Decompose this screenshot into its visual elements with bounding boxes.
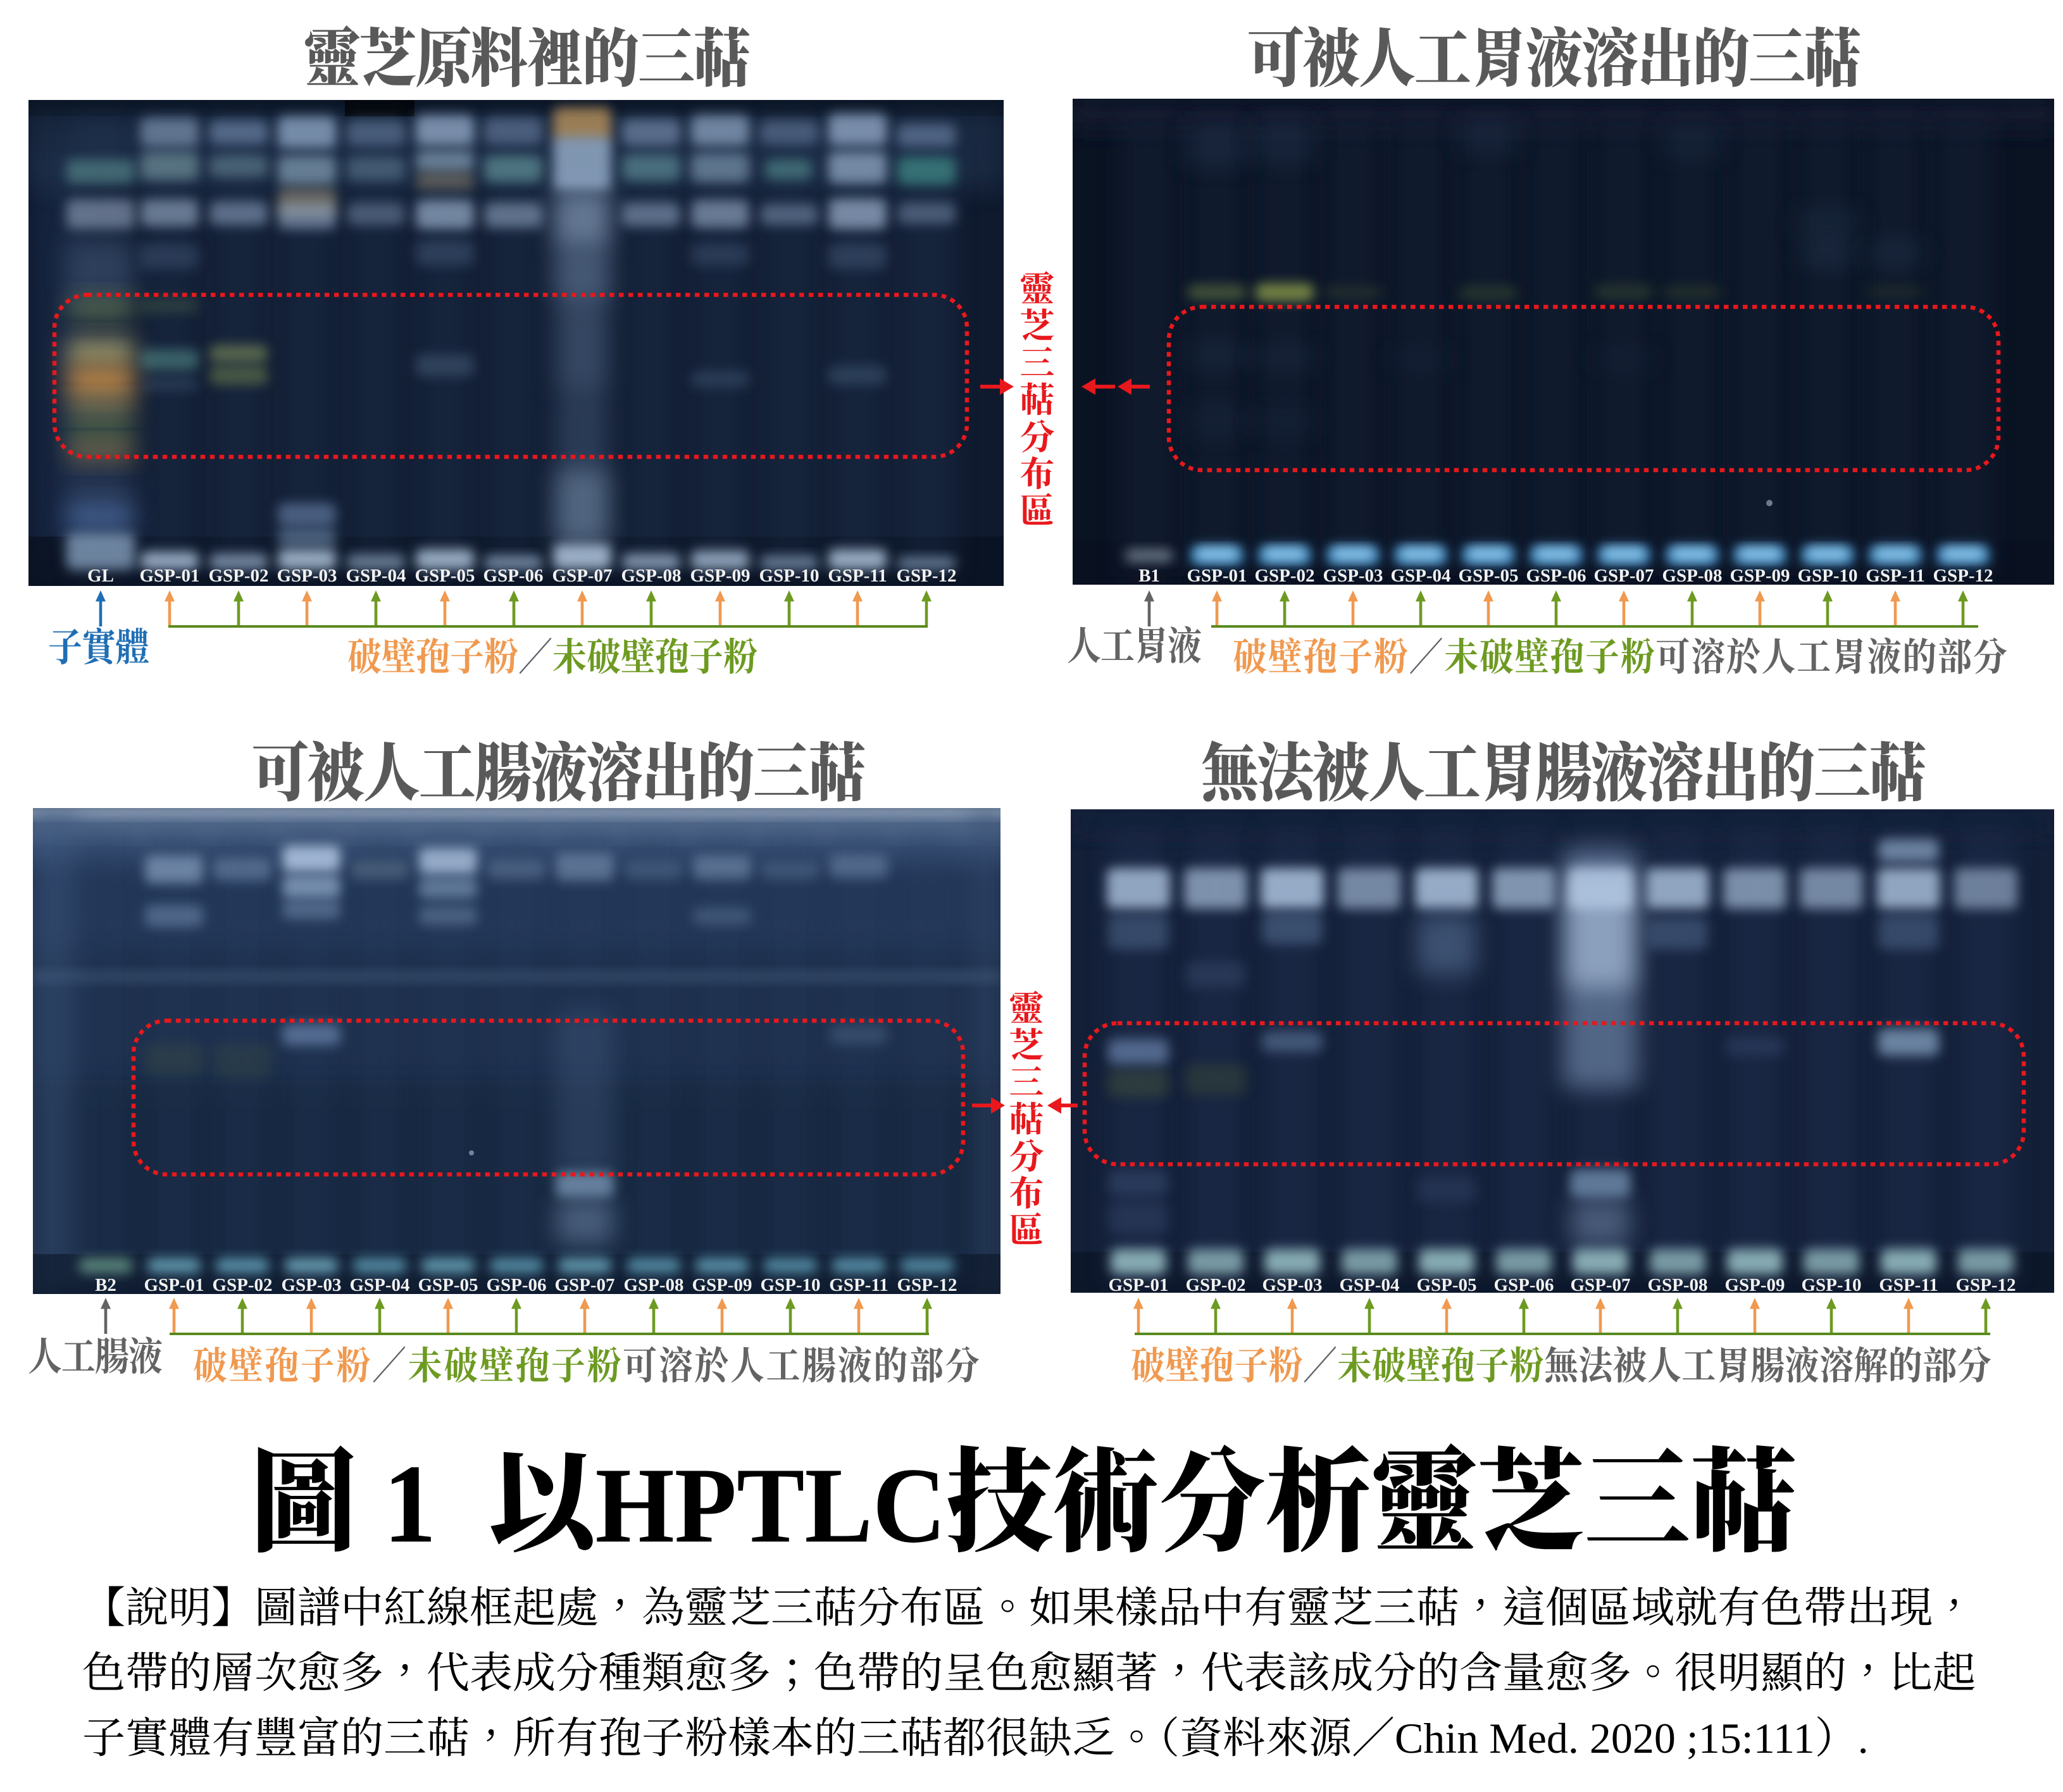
svg-text:GSP-07: GSP-07: [1593, 566, 1654, 585]
svg-text:GSP-02: GSP-02: [212, 1275, 272, 1294]
svg-text:GSP-12: GSP-12: [1933, 566, 1993, 585]
svg-text:GSP-05: GSP-05: [414, 566, 475, 586]
svg-text:GSP-10: GSP-10: [760, 1275, 820, 1294]
svg-text:GSP-09: GSP-09: [1724, 1275, 1785, 1293]
svg-text:GSP-05: GSP-05: [1416, 1275, 1476, 1293]
svg-text:B1: B1: [1138, 566, 1160, 585]
svg-text:GSP-03: GSP-03: [1323, 566, 1383, 585]
svg-text:GSP-06: GSP-06: [1526, 566, 1586, 585]
svg-text:GSP-05: GSP-05: [1458, 566, 1518, 585]
svg-text:GSP-07: GSP-07: [552, 566, 612, 586]
svg-text:GSP-04: GSP-04: [1390, 566, 1450, 585]
svg-text:GSP-10: GSP-10: [759, 566, 819, 586]
svg-text:GSP-06: GSP-06: [486, 1275, 546, 1294]
svg-text:GSP-12: GSP-12: [896, 566, 956, 586]
svg-text:GSP-03: GSP-03: [277, 566, 337, 586]
svg-text:GSP-02: GSP-02: [208, 566, 268, 586]
svg-text:GSP-01: GSP-01: [1187, 566, 1247, 585]
svg-text:GSP-02: GSP-02: [1254, 566, 1314, 585]
svg-text:GSP-11: GSP-11: [828, 566, 887, 586]
svg-text:GSP-11: GSP-11: [829, 1275, 888, 1294]
svg-text:GSP-04: GSP-04: [1339, 1275, 1399, 1293]
svg-text:GSP-08: GSP-08: [1647, 1275, 1707, 1293]
svg-text:GSP-02: GSP-02: [1185, 1275, 1245, 1293]
svg-text:GSP-08: GSP-08: [623, 1275, 683, 1294]
svg-text:GSP-10: GSP-10: [1797, 566, 1857, 585]
svg-text:GSP-05: GSP-05: [418, 1275, 478, 1294]
svg-text:GSP-03: GSP-03: [281, 1275, 341, 1294]
svg-text:GSP-01: GSP-01: [139, 566, 199, 586]
svg-text:GSP-11: GSP-11: [1879, 1275, 1938, 1293]
svg-text:GSP-11: GSP-11: [1866, 566, 1924, 585]
svg-text:B2: B2: [95, 1275, 116, 1294]
svg-text:GSP-06: GSP-06: [483, 566, 543, 586]
svg-text:GSP-12: GSP-12: [897, 1275, 957, 1294]
svg-text:GSP-09: GSP-09: [692, 1275, 752, 1294]
svg-text:GSP-08: GSP-08: [621, 566, 681, 586]
svg-text:GSP-04: GSP-04: [349, 1275, 409, 1294]
svg-text:GL: GL: [87, 566, 114, 586]
svg-text:GSP-03: GSP-03: [1262, 1275, 1322, 1293]
svg-text:GSP-01: GSP-01: [1108, 1275, 1168, 1293]
svg-text:GSP-12: GSP-12: [1955, 1275, 2016, 1293]
svg-text:GSP-08: GSP-08: [1662, 566, 1722, 585]
svg-text:GSP-01: GSP-01: [144, 1275, 204, 1294]
svg-text:GSP-10: GSP-10: [1801, 1275, 1861, 1293]
svg-text:GSP-07: GSP-07: [554, 1275, 614, 1294]
svg-text:GSP-06: GSP-06: [1493, 1275, 1554, 1293]
svg-text:GSP-07: GSP-07: [1570, 1275, 1630, 1293]
svg-text:GSP-04: GSP-04: [346, 566, 406, 586]
svg-text:GSP-09: GSP-09: [1730, 566, 1790, 585]
svg-text:GSP-09: GSP-09: [690, 566, 750, 586]
